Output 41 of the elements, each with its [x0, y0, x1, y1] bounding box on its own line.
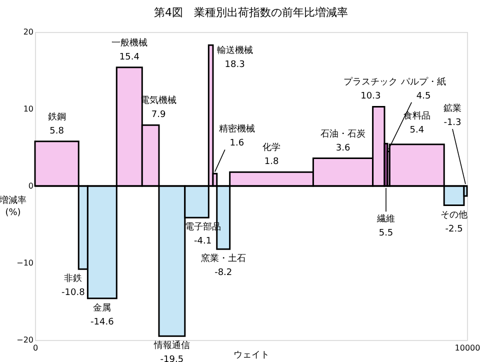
- annotation: 繊維: [376, 214, 395, 225]
- annotation: パルプ・紙: [400, 76, 446, 88]
- annotation: 鉄鋼: [48, 111, 66, 122]
- annotation: 1.6: [230, 138, 244, 149]
- data-label: -19.5: [160, 355, 184, 362]
- annotation: その他: [440, 209, 468, 220]
- data-label: -2.5: [445, 224, 463, 234]
- x-tick-label: 10000: [454, 344, 480, 352]
- x-axis-title: ウェイト: [234, 350, 270, 360]
- y-tick-label: 20: [23, 28, 34, 36]
- annotation: 石油・石炭: [320, 128, 366, 140]
- chart-title: 第4図 業種別出荷指数の前年比増減率: [154, 6, 348, 19]
- annotation: 4.5: [416, 91, 431, 102]
- data-label: 5.4: [410, 125, 424, 136]
- y-tick-label: 0: [28, 182, 34, 190]
- annotation: 輸送機械: [216, 45, 253, 56]
- annotation: 精密機械: [218, 124, 255, 135]
- annotation: 非鉄: [64, 273, 82, 284]
- y-tick-label: −10: [16, 258, 34, 268]
- data-label: -14.6: [90, 317, 114, 328]
- data-label: 7.9: [151, 110, 166, 120]
- annotation: 化学: [262, 142, 281, 154]
- data-label: 1.8: [264, 157, 279, 168]
- text: 情報通信: [152, 340, 190, 352]
- data-label: -10.8: [62, 288, 86, 298]
- annotation: 金属: [93, 302, 112, 314]
- annotation: 5.5: [378, 228, 394, 239]
- annotation: 一般機械: [111, 37, 148, 48]
- annotation: プラスチック: [344, 76, 398, 88]
- data-label: 5.8: [50, 126, 64, 136]
- data-label: 3.6: [336, 143, 350, 154]
- data-label: 15.4: [119, 52, 140, 62]
- annotation: 18.3: [224, 60, 245, 70]
- data-label: 10.3: [360, 92, 381, 102]
- annotation: -1.3: [444, 118, 462, 128]
- annotation: 窯業・土石: [200, 253, 246, 264]
- y-tick-label: 10: [23, 104, 34, 114]
- data-label: -4.1: [194, 236, 212, 247]
- data-label: -8.2: [214, 268, 232, 278]
- annotation: 鉱業: [443, 103, 462, 114]
- y-tick-label: −20: [16, 336, 34, 344]
